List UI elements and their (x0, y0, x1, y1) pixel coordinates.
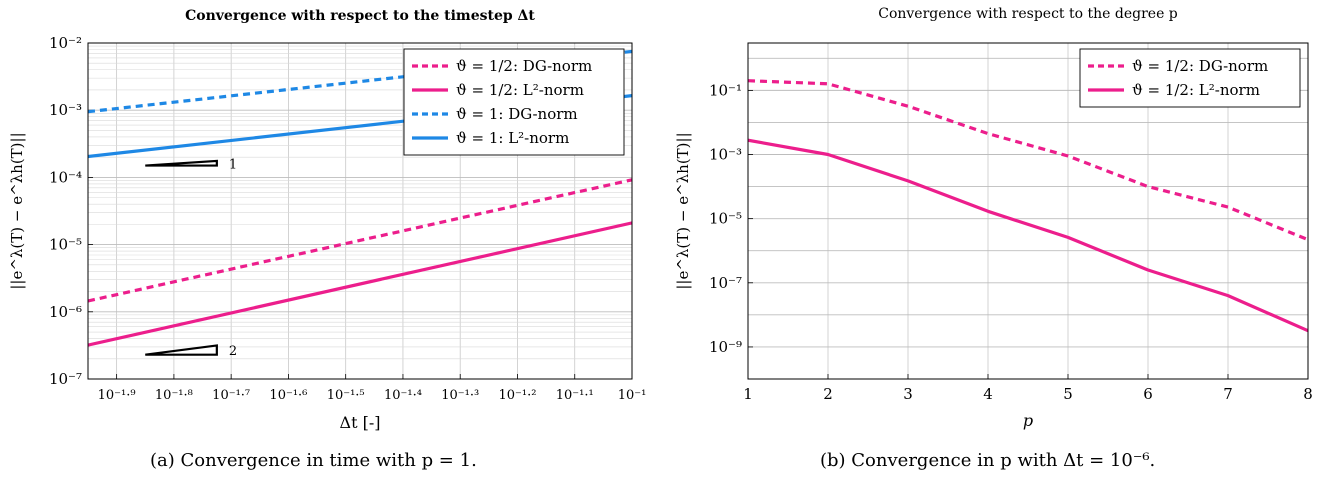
legend-label: ϑ = 1: DG-norm (456, 105, 578, 123)
y-tick-label: 10⁻⁶ (49, 303, 82, 321)
x-tick-label: 8 (1303, 385, 1313, 403)
x-tick-labels: 10⁻¹·⁹ 10⁻¹·⁸ 10⁻¹·⁷ 10⁻¹·⁶ 10⁻¹·⁵ 10⁻¹·⁴ 10⁻¹… (98, 388, 647, 403)
y-axis-label: ||e^λ(T) − e^λh(T)|| (8, 132, 26, 289)
x-tick-label: 7 (1223, 385, 1233, 403)
slope-label: 2 (229, 344, 237, 359)
x-axis-label: Δt [-] (340, 413, 381, 432)
legend: ϑ = 1/2: DG-norm ϑ = 1/2: L²-norm (1079, 48, 1301, 108)
x-tick-label: 1 (743, 385, 753, 403)
legend-box (1079, 48, 1301, 108)
y-tick-label: 10⁻⁷ (709, 274, 742, 292)
x-tick-label: 10⁻¹·⁹ (98, 388, 136, 403)
caption-b: (b) Convergence in p with Δt = 10⁻⁶. (820, 450, 1156, 471)
legend-label: ϑ = 1/2: L²-norm (1132, 81, 1260, 99)
x-tick-label: 4 (983, 385, 993, 403)
x-tick-label: 10⁻¹ (618, 388, 647, 403)
legend: ϑ = 1/2: DG-norm ϑ = 1/2: L²-norm ϑ = 1: D… (403, 48, 625, 156)
legend-label: ϑ = 1: L²-norm (456, 129, 569, 147)
series-group (748, 79, 1308, 333)
x-tick-label: 10⁻¹·³ (441, 388, 479, 403)
y-tick-labels: 10⁻⁷ 10⁻⁶ 10⁻⁵ 10⁻⁴ 10⁻³ 10⁻² (49, 34, 82, 388)
x-tick-label: 10⁻¹·⁴ (384, 388, 422, 403)
x-tick-label: 5 (1063, 385, 1073, 403)
slope-triangle (145, 159, 218, 167)
x-tick-label: 3 (903, 385, 913, 403)
y-axis-label: ||e^λ(T) − e^λh(T)|| (674, 132, 692, 289)
x-tick-label: 10⁻¹·² (498, 388, 536, 403)
caption-a: (a) Convergence in time with p = 1. (150, 450, 477, 471)
slope-triangle (145, 344, 218, 356)
x-tick-label: 10⁻¹·⁸ (155, 388, 193, 403)
series-line (88, 221, 632, 347)
x-tick-labels: 1 2 3 4 5 6 7 8 (743, 385, 1313, 403)
chart-title: Convergence with respect to the timestep… (185, 8, 535, 24)
y-tick-label: 10⁻³ (49, 101, 82, 119)
slope-label: 1 (229, 157, 237, 172)
legend-label: ϑ = 1/2: L²-norm (456, 81, 584, 99)
y-tick-label: 10⁻⁹ (709, 338, 742, 356)
chart-timestep: Convergence with respect to the timestep… (8, 8, 646, 432)
y-tick-label: 10⁻¹ (709, 81, 742, 99)
slope-triangles: 12 (145, 157, 237, 359)
x-tick-label: 6 (1143, 385, 1153, 403)
y-tick-label: 10⁻⁵ (709, 210, 742, 228)
series-line (88, 178, 632, 303)
x-tick-label: 10⁻¹·⁶ (269, 388, 307, 403)
x-tick-label: 10⁻¹·⁵ (327, 388, 365, 403)
chart-degree: Convergence with respect to the degree p… (674, 6, 1313, 430)
plot-frame (87, 42, 633, 380)
plot-frame (747, 42, 1309, 380)
y-tick-label: 10⁻⁷ (49, 370, 82, 388)
legend-label: ϑ = 1/2: DG-norm (1132, 57, 1268, 75)
x-tick-label: 2 (823, 385, 833, 403)
chart-title: Convergence with respect to the degree p (878, 6, 1178, 22)
series-line (748, 79, 1308, 242)
y-tick-label: 10⁻² (49, 34, 82, 52)
x-tick-label: 10⁻¹·¹ (556, 388, 594, 403)
series-line (748, 138, 1308, 333)
x-tick-label: 10⁻¹·⁷ (212, 388, 250, 403)
y-tick-label: 10⁻³ (709, 146, 742, 164)
y-tick-label: 10⁻⁴ (49, 168, 82, 186)
y-tick-label: 10⁻⁵ (49, 236, 82, 254)
x-axis-label: p (1023, 411, 1033, 430)
legend-label: ϑ = 1/2: DG-norm (456, 57, 592, 75)
y-tick-labels: 10⁻⁹ 10⁻⁷ 10⁻⁵ 10⁻³ 10⁻¹ (709, 81, 742, 356)
